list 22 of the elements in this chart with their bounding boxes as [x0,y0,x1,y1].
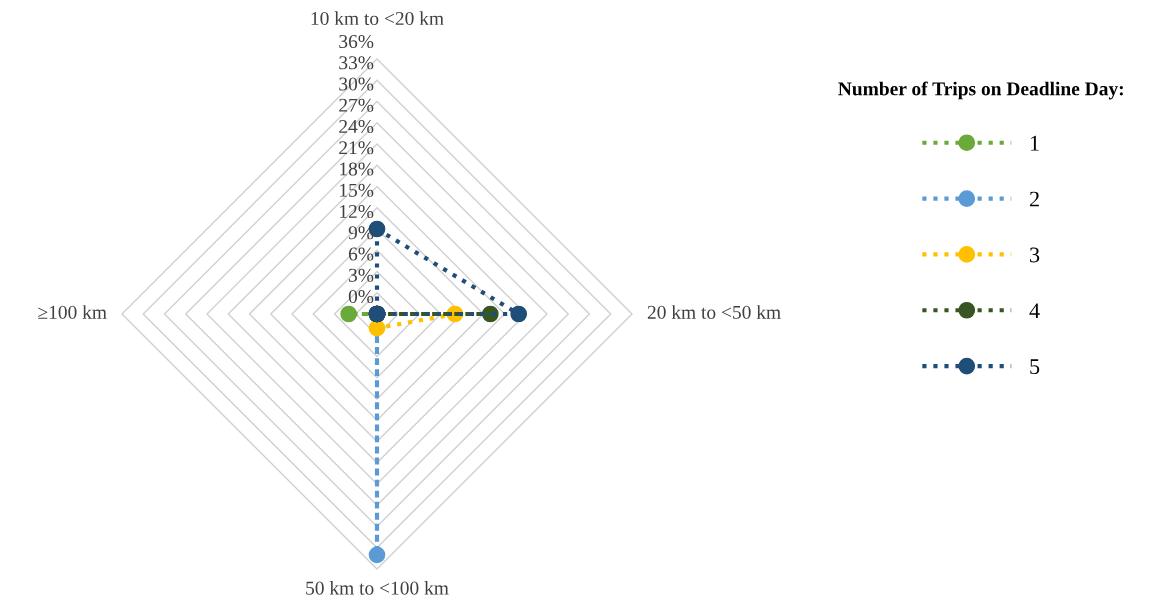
spoke-label: 50 km to <100 km [306,581,449,595]
spoke-label: 10 km to <20 km [311,11,444,26]
y-tick-label: 21% [339,141,374,155]
legend-label: 4 [1029,303,1040,319]
y-tick-label: 12% [340,204,374,219]
legend-title: Number of Trips on Deadline Day: [838,81,1123,100]
legend-label: 5 [1030,359,1040,375]
legend-label: 1 [1030,135,1039,151]
y-tick-label: 33% [339,56,374,70]
y-tick-label: 6% [348,247,374,261]
spoke-label: 20 km to <50 km [647,305,781,319]
y-tick-label: 30% [339,77,374,91]
y-tick-label: 18% [340,162,374,176]
y-tick-label: 3% [349,268,374,282]
y-tick-label: 0% [348,289,374,304]
y-tick-label: 15% [340,183,374,197]
legend-label: 2 [1029,191,1039,207]
y-tick-label: 27% [339,98,374,112]
y-tick-label: 36% [339,34,374,49]
legend-label: 3 [1030,247,1040,263]
spoke-label: ≥100 km [38,305,107,319]
y-tick-label: 24% [339,119,374,134]
